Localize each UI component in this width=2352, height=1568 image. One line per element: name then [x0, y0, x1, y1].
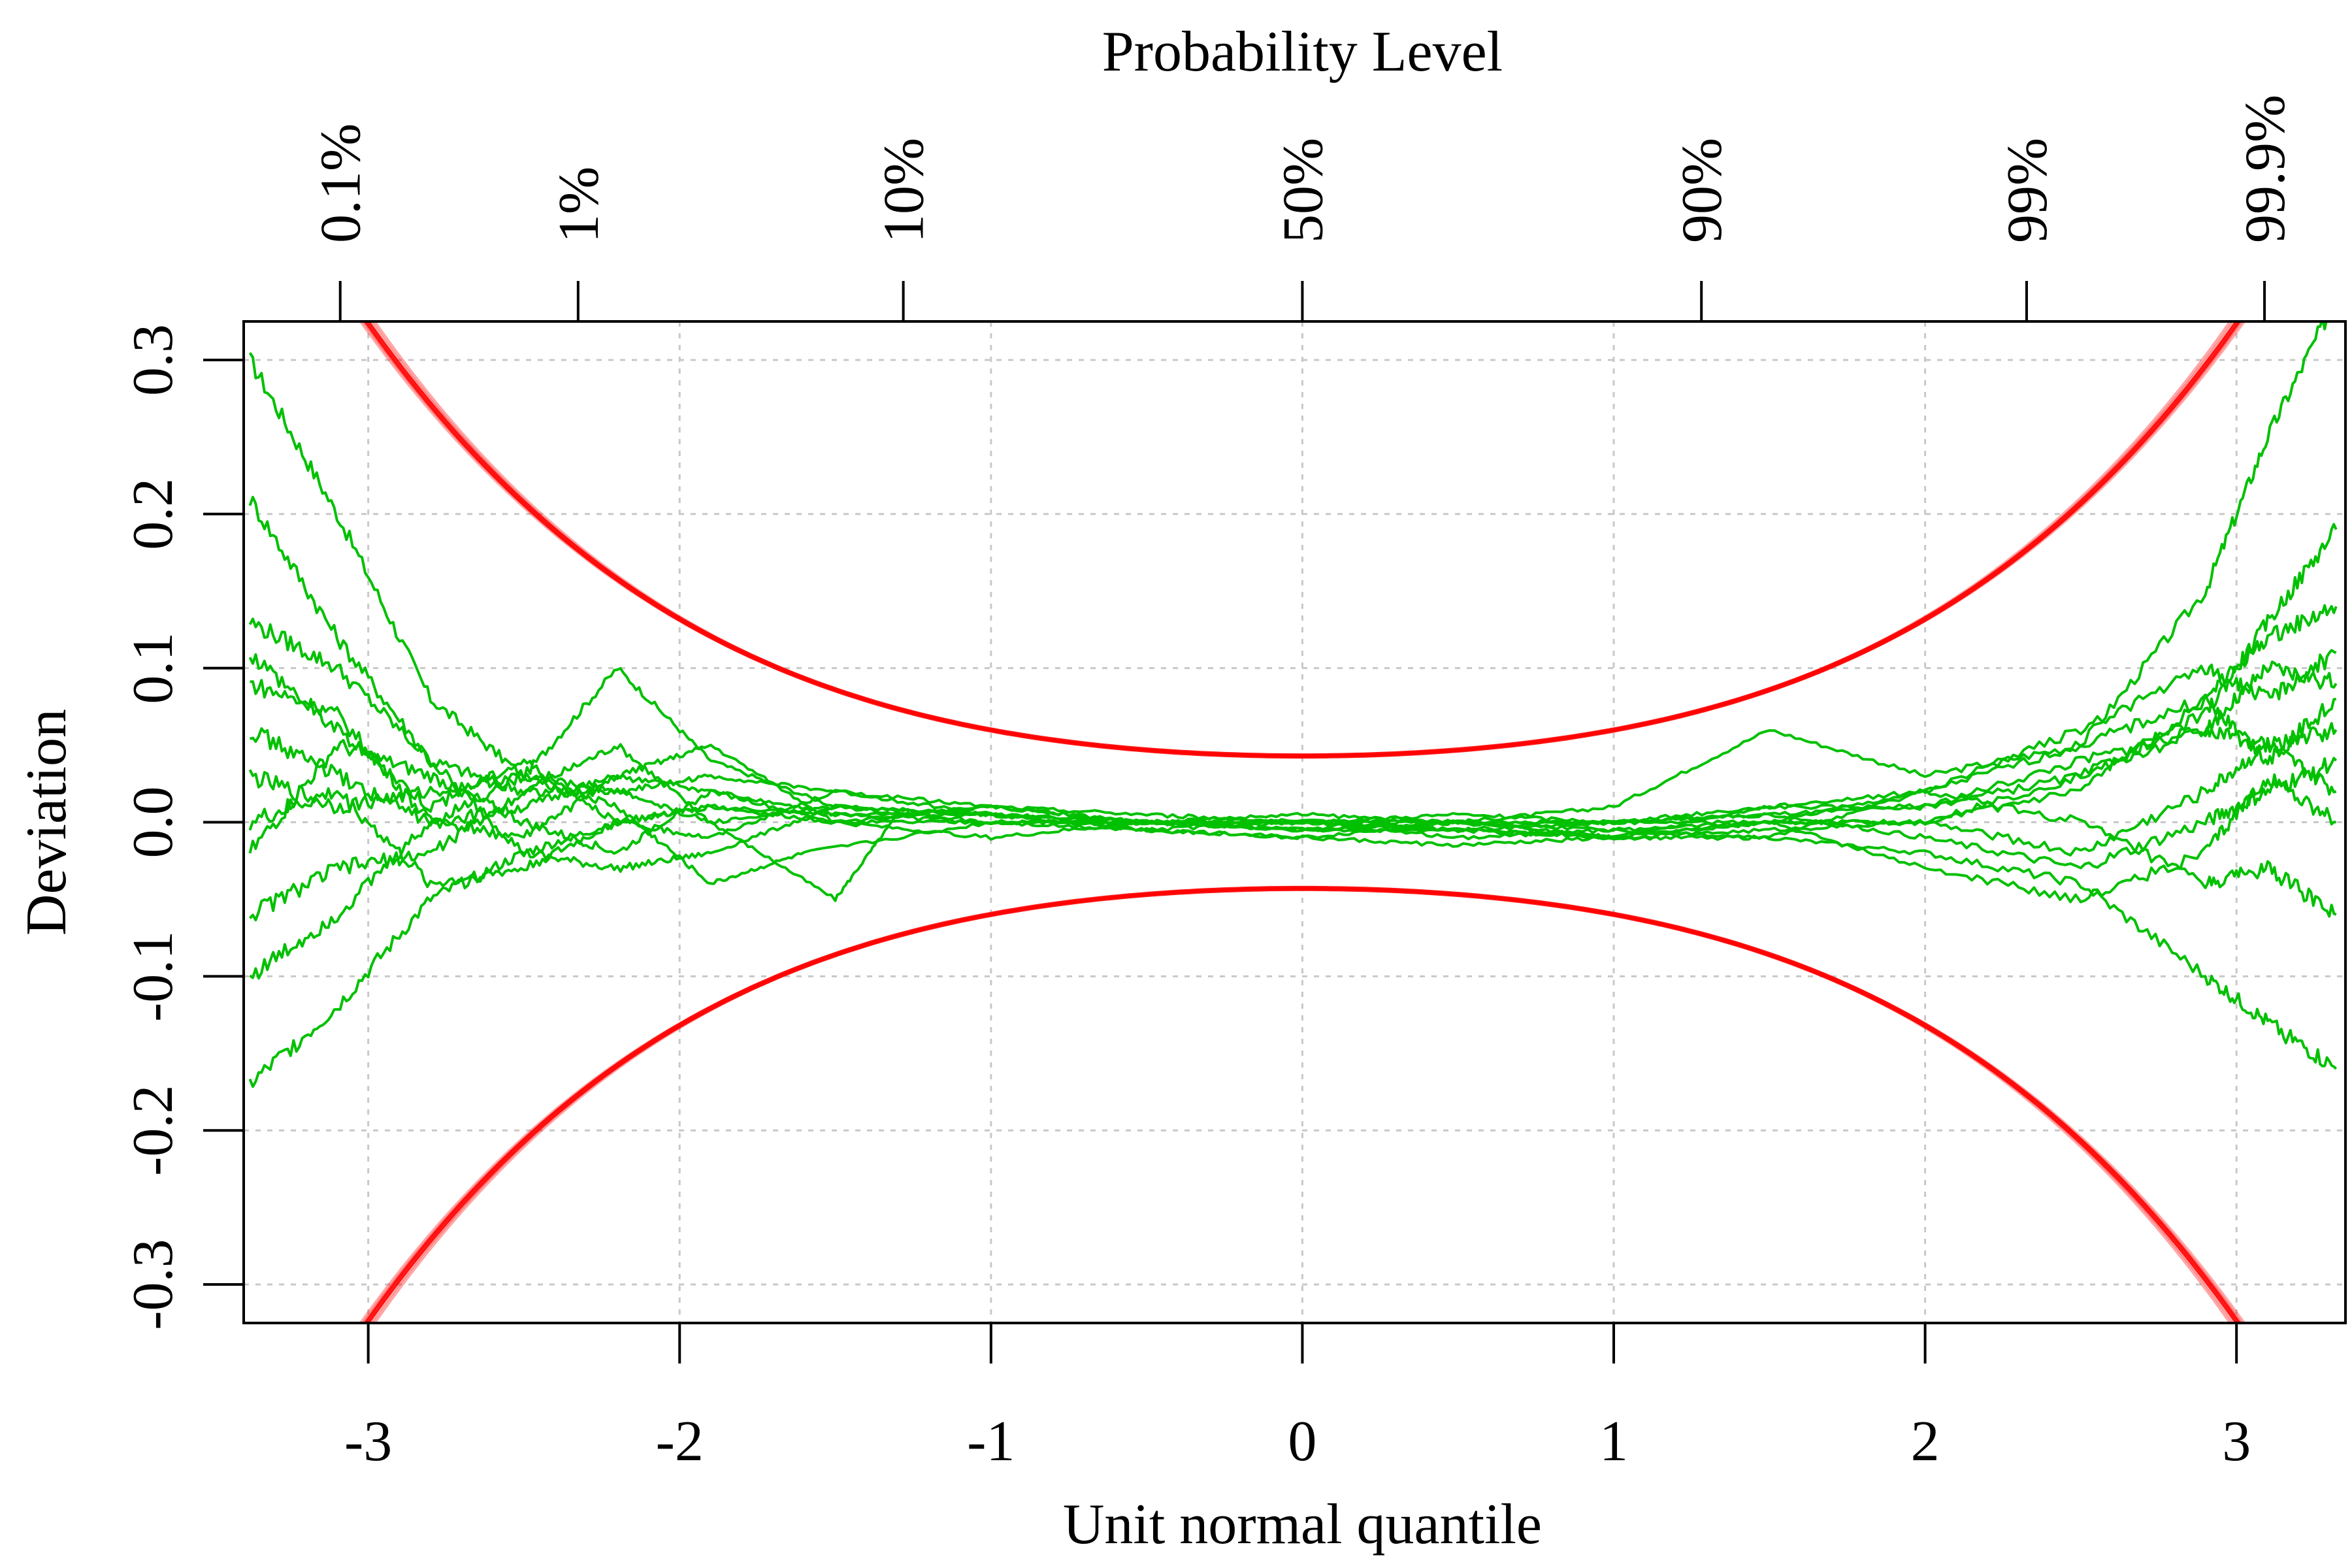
lower-confidence-band [372, 887, 2233, 1323]
y-tick-label: -0.3 [122, 1239, 185, 1330]
x-tick-label: 0 [1288, 1410, 1316, 1473]
series-layer [248, 321, 2338, 1088]
series-line-sample-9 [248, 804, 2338, 1088]
y-tick-label: 0.2 [122, 478, 185, 550]
top-tick-label: 1% [547, 167, 611, 243]
top-tick-label: 0.1% [310, 123, 373, 243]
series-line-sample-11 [248, 649, 2337, 840]
y-tick-label: -0.1 [122, 931, 185, 1022]
top-tick-label: 90% [1671, 138, 1734, 243]
upper-confidence-band [361, 321, 2243, 758]
top-tick-label: 50% [1271, 138, 1335, 243]
y-tick-label: 0.3 [122, 324, 185, 396]
top-tick-label: 99.9% [2234, 95, 2297, 243]
axis-layer: -3 -2 -1 0 1 2 3 -0.3 -0.2 -0.1 0.0 0.1 0.2 0.3 0.1% 1%… [122, 95, 2297, 1473]
y-tick-label: 0.0 [122, 787, 185, 858]
x-tick-label: -2 [656, 1410, 704, 1473]
upper-confidence-band [368, 321, 2236, 758]
upper-confidence-band [372, 321, 2233, 758]
envelope-layer [359, 321, 2246, 1323]
upper-confidence-band [359, 321, 2246, 758]
x-tick-label: 2 [1911, 1410, 1940, 1473]
top-tick-label: 99% [1996, 138, 2059, 243]
x-tick-label: 3 [2222, 1410, 2251, 1473]
y-tick-label: 0.1 [122, 632, 185, 704]
lower-confidence-band [363, 885, 2242, 1323]
upper-confidence-band [363, 321, 2242, 759]
x-axis-title: Unit normal quantile [1063, 1493, 1542, 1556]
x-tick-label: -3 [344, 1410, 392, 1473]
series-line-sample-10 [249, 693, 2337, 840]
lower-confidence-band [368, 887, 2236, 1323]
lower-confidence-band [359, 887, 2246, 1323]
x-tick-label: -1 [967, 1410, 1015, 1473]
x-tick-label: 1 [1599, 1410, 1628, 1473]
series-line-sample-12 [248, 739, 2338, 870]
top-tick-label: 10% [873, 138, 936, 243]
top-axis-title: Probability Level [1102, 20, 1503, 84]
y-tick-label: -0.2 [122, 1085, 185, 1176]
y-axis-title: Deviation [15, 709, 78, 936]
lower-confidence-band [361, 887, 2243, 1323]
